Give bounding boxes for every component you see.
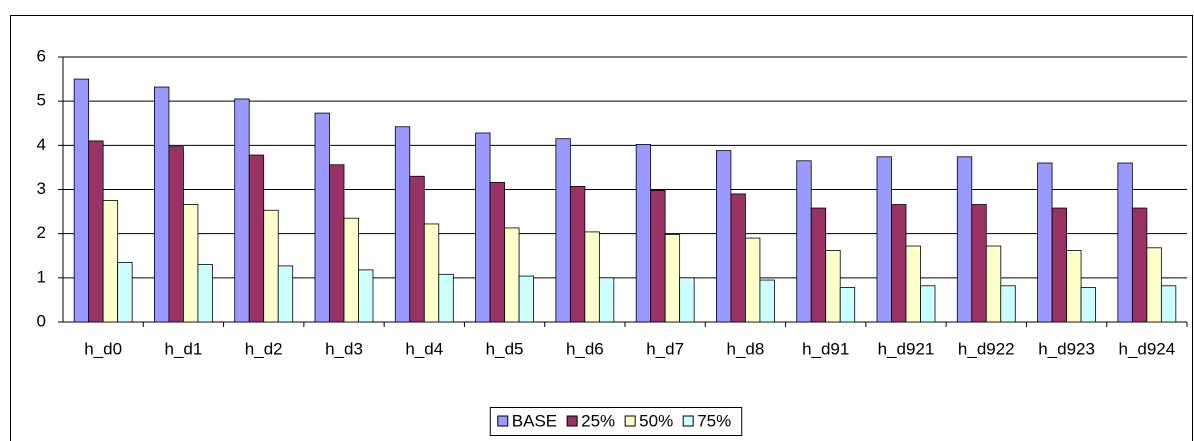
bar <box>1080 287 1096 323</box>
x-tick-label: h_d3 <box>325 339 363 358</box>
legend-swatch <box>566 415 578 427</box>
bar <box>569 186 586 323</box>
bar <box>1131 207 1148 323</box>
bar <box>343 217 359 323</box>
y-tick-label: 2 <box>37 223 46 242</box>
bar <box>504 227 520 323</box>
bar <box>716 150 732 323</box>
bar <box>117 261 133 323</box>
bar <box>518 275 534 323</box>
legend-box <box>489 407 743 436</box>
bar <box>555 138 571 323</box>
bar <box>1000 285 1016 323</box>
legend-label: 50% <box>639 411 673 430</box>
bar <box>891 204 907 323</box>
bar <box>905 245 921 323</box>
bar <box>1066 250 1082 323</box>
bar <box>329 164 345 323</box>
bar <box>759 279 775 323</box>
bar <box>679 277 695 323</box>
bar <box>985 245 1002 323</box>
bar <box>102 200 119 323</box>
bar <box>183 204 199 323</box>
x-tick-label: h_d5 <box>486 339 524 358</box>
bar <box>650 189 666 323</box>
bar <box>88 140 104 323</box>
x-tick-label: h_d921 <box>878 339 935 358</box>
bar <box>277 265 294 323</box>
x-tick-label: h_d2 <box>245 339 283 358</box>
x-tick-label: h_d1 <box>165 339 203 358</box>
y-tick-label: 4 <box>37 135 46 154</box>
bar <box>745 237 761 323</box>
bar <box>73 78 90 323</box>
bar <box>423 223 440 323</box>
bar <box>730 193 746 323</box>
bar <box>1117 162 1133 323</box>
chart-frame <box>10 15 1193 441</box>
bar <box>876 156 892 323</box>
bar <box>971 204 987 323</box>
bar <box>314 112 330 323</box>
bar <box>825 250 841 323</box>
bar <box>956 156 973 323</box>
x-tick-label: h_d0 <box>84 339 122 358</box>
x-tick-label: h_d91 <box>802 339 849 358</box>
bar <box>796 160 812 323</box>
x-tick-label: h_d7 <box>646 339 684 358</box>
y-tick-label: 5 <box>37 91 46 110</box>
bar <box>1146 247 1162 323</box>
bar <box>1160 285 1177 323</box>
bar <box>358 269 374 323</box>
bar <box>584 231 600 323</box>
bar <box>598 277 615 323</box>
bar <box>1051 207 1067 323</box>
bar <box>438 273 454 323</box>
bar <box>489 182 505 323</box>
x-tick-label: h_d922 <box>958 339 1015 358</box>
legend-label: 25% <box>581 411 615 430</box>
legend-label: BASE <box>512 411 557 430</box>
y-tick-label: 0 <box>37 311 46 330</box>
bar <box>635 144 652 323</box>
bar <box>664 234 681 323</box>
bar <box>154 86 170 323</box>
legend-swatch <box>624 415 636 427</box>
bar <box>248 154 265 323</box>
x-tick-label: h_d8 <box>727 339 765 358</box>
y-tick-label: 3 <box>37 179 46 198</box>
legend-swatch <box>682 415 694 427</box>
y-tick-label: 6 <box>37 46 46 65</box>
bar <box>810 207 827 323</box>
bar <box>234 98 250 323</box>
bar <box>197 264 213 323</box>
bar <box>394 126 411 323</box>
bar <box>1037 162 1053 323</box>
legend-label: 75% <box>697 411 731 430</box>
bar <box>475 132 491 323</box>
legend-swatch <box>497 415 509 427</box>
bar <box>168 146 184 323</box>
x-tick-label: h_d924 <box>1118 339 1175 358</box>
y-tick-label: 1 <box>37 267 46 286</box>
x-tick-label: h_d6 <box>566 339 604 358</box>
bar <box>409 175 425 323</box>
x-tick-label: h_d4 <box>405 339 443 358</box>
bar <box>839 287 856 323</box>
x-tick-label: h_d923 <box>1038 339 1095 358</box>
bar <box>263 209 279 323</box>
bar <box>920 285 936 323</box>
